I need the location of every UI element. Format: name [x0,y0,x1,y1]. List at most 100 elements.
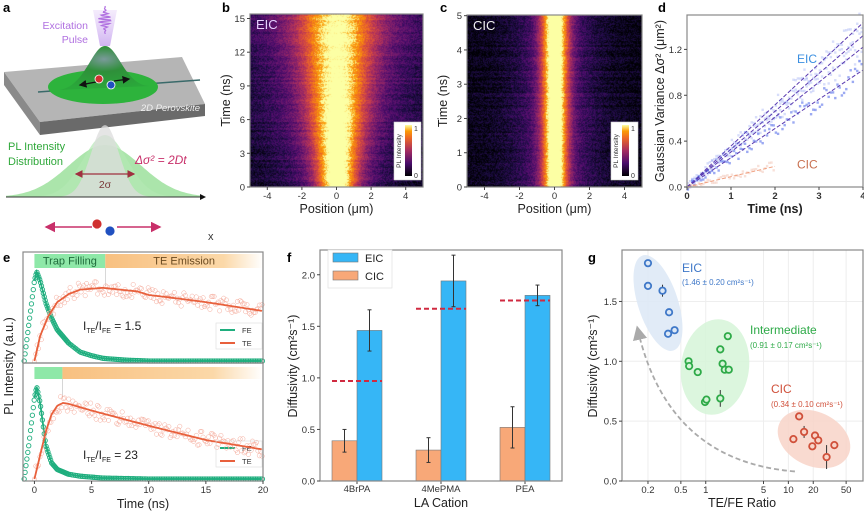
data-point [159,432,165,438]
data-point [715,158,718,161]
hole-icon [94,74,104,84]
width-label: 2σ [99,179,112,191]
data-point [842,54,846,58]
data-point [93,279,99,285]
data-point [759,121,762,124]
x-tick-label: 20 [808,485,819,496]
data-point [230,437,236,443]
data-point [847,45,850,49]
data-point [699,183,703,187]
data-point [726,155,729,158]
data-point [822,452,831,462]
legend-swatch [332,270,359,281]
data-point [199,304,205,310]
data-point [200,295,206,301]
data-point [752,168,756,171]
x-axis-label: TE/FE Ratio [708,496,776,510]
fit-line [686,69,864,188]
y-tick-label: 2 [457,114,462,125]
data-point [807,80,811,83]
y-tick-label: 0.5 [604,417,617,428]
group-label: Intermediate [750,323,817,337]
data-point [808,442,817,451]
data-point [643,259,653,268]
data-point [136,417,142,423]
data-point [851,32,855,35]
data-point [798,104,802,108]
data-point [670,326,679,335]
data-point [726,174,729,177]
data-point [95,291,100,297]
data-point [730,138,734,142]
y-tick-label: 3 [457,80,462,91]
ratio-part: TE [86,328,95,335]
hole-icon [91,218,103,230]
data-point [58,303,63,309]
data-point [133,424,139,430]
data-point [770,161,773,164]
region-band [62,367,263,379]
bar-group-pea [499,284,551,482]
data-point [189,293,195,299]
data-point [845,58,848,61]
data-point [776,93,780,97]
data-point [838,74,841,77]
x-tick-label: 4BrPA [344,484,371,495]
distribution-label: PL Intensity [8,141,66,153]
data-point [241,450,247,456]
plot-frame-g [621,249,864,482]
fit-curve [33,286,263,362]
data-point [119,409,125,415]
data-point [750,147,753,151]
data-point [737,142,740,145]
data-point [708,171,712,174]
data-point [704,176,707,179]
data-point [70,398,76,404]
data-point [732,149,736,153]
data-point [785,101,789,104]
data-point [129,294,135,300]
data-point [770,107,773,111]
intensity-ratio-annotation: ITE/IFE = 23 [83,448,138,464]
region-band [34,367,63,379]
data-point [25,449,31,456]
data-point [851,80,855,84]
legend-label: FE [242,444,252,453]
region-label: Trap Filling [43,256,97,268]
data-point [719,155,723,158]
y-tick-label: 0.0 [604,477,617,488]
perovskite-slab-front [40,104,205,135]
series-label: CIC [797,158,818,172]
data-point [807,102,811,105]
data-point [816,73,819,76]
data-point [790,111,793,114]
data-point [853,63,857,66]
group-cic: CIC (0.34 ± 0.10 cm²s⁻¹) [771,382,843,470]
data-point [856,69,859,73]
data-point [763,129,767,132]
x-tick-label: 4 [403,191,408,202]
y-tick-label: 6 [240,115,245,126]
data-point [129,423,135,429]
data-point [31,397,37,403]
data-point [763,125,767,128]
data-point [106,417,111,423]
data-point [217,435,223,441]
region-band [105,254,264,268]
data-point [799,427,809,437]
data-point [798,77,802,80]
data-point [171,433,177,439]
data-point [713,157,716,161]
data-point [761,141,764,145]
data-point [781,127,784,131]
data-point [167,435,173,441]
data-point [823,87,826,90]
data-point [221,295,227,301]
data-point [737,174,740,177]
data-point [237,298,243,304]
ratio-part: I [83,448,86,462]
y-axis-label: Diffusivity (cm²s⁻¹) [286,315,300,418]
data-point [704,166,707,169]
data-point [55,408,61,414]
data-point [199,429,205,434]
